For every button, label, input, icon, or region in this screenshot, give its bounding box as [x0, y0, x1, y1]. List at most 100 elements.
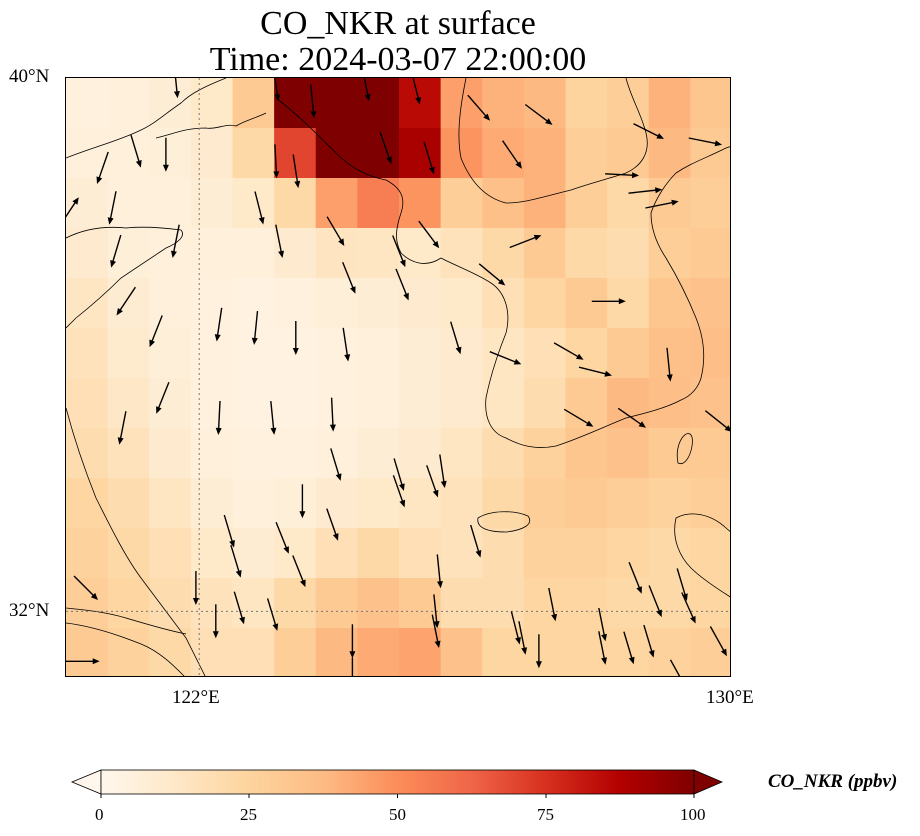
- field-cell: [440, 628, 483, 676]
- field-cell: [482, 328, 525, 379]
- field-cell: [66, 578, 109, 629]
- wind-arrow: [351, 657, 354, 676]
- wind-arrow: [251, 311, 259, 345]
- field-cell: [607, 428, 650, 479]
- colorbar: [70, 769, 724, 798]
- colorbar-max-extension: [693, 769, 724, 795]
- field-cell: [357, 628, 400, 676]
- field-cell: [565, 628, 608, 676]
- wind-arrow: [535, 634, 542, 669]
- wind-arrow: [563, 408, 594, 427]
- wind-arrow: [310, 84, 317, 119]
- wind-arrow: [666, 347, 673, 382]
- field-cell: [648, 278, 691, 329]
- wind-arrow: [623, 631, 635, 665]
- field-cell: [357, 128, 400, 179]
- field-cell: [66, 528, 109, 579]
- wind-arrow: [171, 224, 180, 258]
- field-cell: [482, 178, 525, 229]
- field-cell: [274, 578, 317, 629]
- field-cell: [149, 378, 192, 429]
- field-cell: [149, 628, 192, 676]
- wind-arrow: [704, 410, 730, 432]
- coastlines: [66, 78, 730, 676]
- field-cell: [149, 228, 192, 279]
- wind-arrow: [598, 607, 607, 642]
- wind-arrow: [162, 137, 169, 172]
- field-cell: [523, 478, 567, 529]
- field-cell: [190, 78, 234, 129]
- field-cell: [274, 278, 317, 329]
- field-cell: [440, 378, 483, 429]
- wind-arrow: [478, 263, 506, 286]
- colorbar-min-extension: [70, 769, 102, 795]
- lon-label-122e: 122°E: [172, 687, 220, 708]
- wind-arrow: [681, 592, 696, 624]
- wind-arrow: [548, 587, 558, 622]
- wind-arrow: [450, 321, 462, 355]
- field-cell: [648, 478, 691, 529]
- lat-label-32n: 32°N: [9, 600, 50, 621]
- wind-vectors: [66, 78, 730, 676]
- field-cell: [399, 428, 442, 479]
- field-cell: [232, 478, 275, 529]
- field-cell: [399, 278, 442, 329]
- field-cell: [274, 78, 317, 129]
- field-cell: [565, 278, 608, 329]
- field-cell: [648, 378, 691, 429]
- field-cell: [523, 178, 567, 229]
- field-cell: [482, 378, 525, 429]
- field-cell: [357, 378, 400, 429]
- coastline-shandong: [66, 226, 183, 329]
- field-cell: [232, 428, 275, 479]
- wind-arrow: [214, 307, 223, 342]
- field-cell: [399, 228, 442, 279]
- field-cell: [607, 378, 650, 429]
- field-cell: [190, 428, 234, 479]
- field-cell: [690, 578, 730, 629]
- colorbar-label-50: 50: [389, 805, 406, 824]
- wind-arrow: [423, 141, 435, 175]
- wind-arrow: [633, 123, 664, 139]
- coastline-korea-east: [650, 146, 730, 379]
- field-cell: [66, 378, 109, 429]
- field-cell: [107, 328, 150, 379]
- field-cell: [232, 528, 275, 579]
- field-cell: [523, 378, 567, 429]
- wind-arrow: [275, 521, 289, 554]
- lat-label-40n: 40°N: [9, 66, 50, 87]
- field-cell: [107, 628, 150, 676]
- field-cell: [66, 78, 109, 129]
- coastline-bohai-north: [155, 112, 267, 139]
- wind-arrow: [598, 631, 607, 665]
- field-cell: [66, 228, 109, 279]
- field-cell: [648, 428, 691, 479]
- field-cell: [66, 328, 109, 379]
- field-cell: [440, 328, 483, 379]
- field-cell: [482, 228, 525, 279]
- wind-arrow: [292, 321, 299, 355]
- field-cell: [399, 378, 442, 429]
- wind-arrow: [192, 571, 199, 605]
- field-cell: [66, 628, 109, 676]
- wind-arrow: [643, 624, 655, 658]
- field-cell: [607, 628, 650, 676]
- wind-arrow: [518, 621, 528, 655]
- field-cell: [690, 428, 730, 479]
- wind-arrow: [149, 315, 163, 348]
- wind-arrow: [648, 585, 662, 618]
- field-cell: [149, 528, 192, 579]
- wind-arrow: [431, 614, 441, 648]
- field-cell: [232, 128, 275, 179]
- field-cell: [357, 578, 400, 629]
- field-cell: [565, 428, 608, 479]
- field-cell: [648, 228, 691, 279]
- field-cell: [357, 328, 400, 379]
- field-cell: [690, 528, 730, 579]
- wind-arrow: [628, 561, 642, 594]
- field-cell: [523, 628, 567, 676]
- field-cell: [440, 228, 483, 279]
- wind-arrow: [591, 298, 626, 305]
- wind-arrow: [470, 524, 482, 558]
- field-cell: [523, 228, 567, 279]
